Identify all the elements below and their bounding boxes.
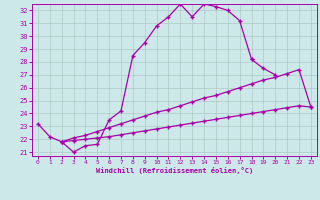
X-axis label: Windchill (Refroidissement éolien,°C): Windchill (Refroidissement éolien,°C) <box>96 167 253 174</box>
